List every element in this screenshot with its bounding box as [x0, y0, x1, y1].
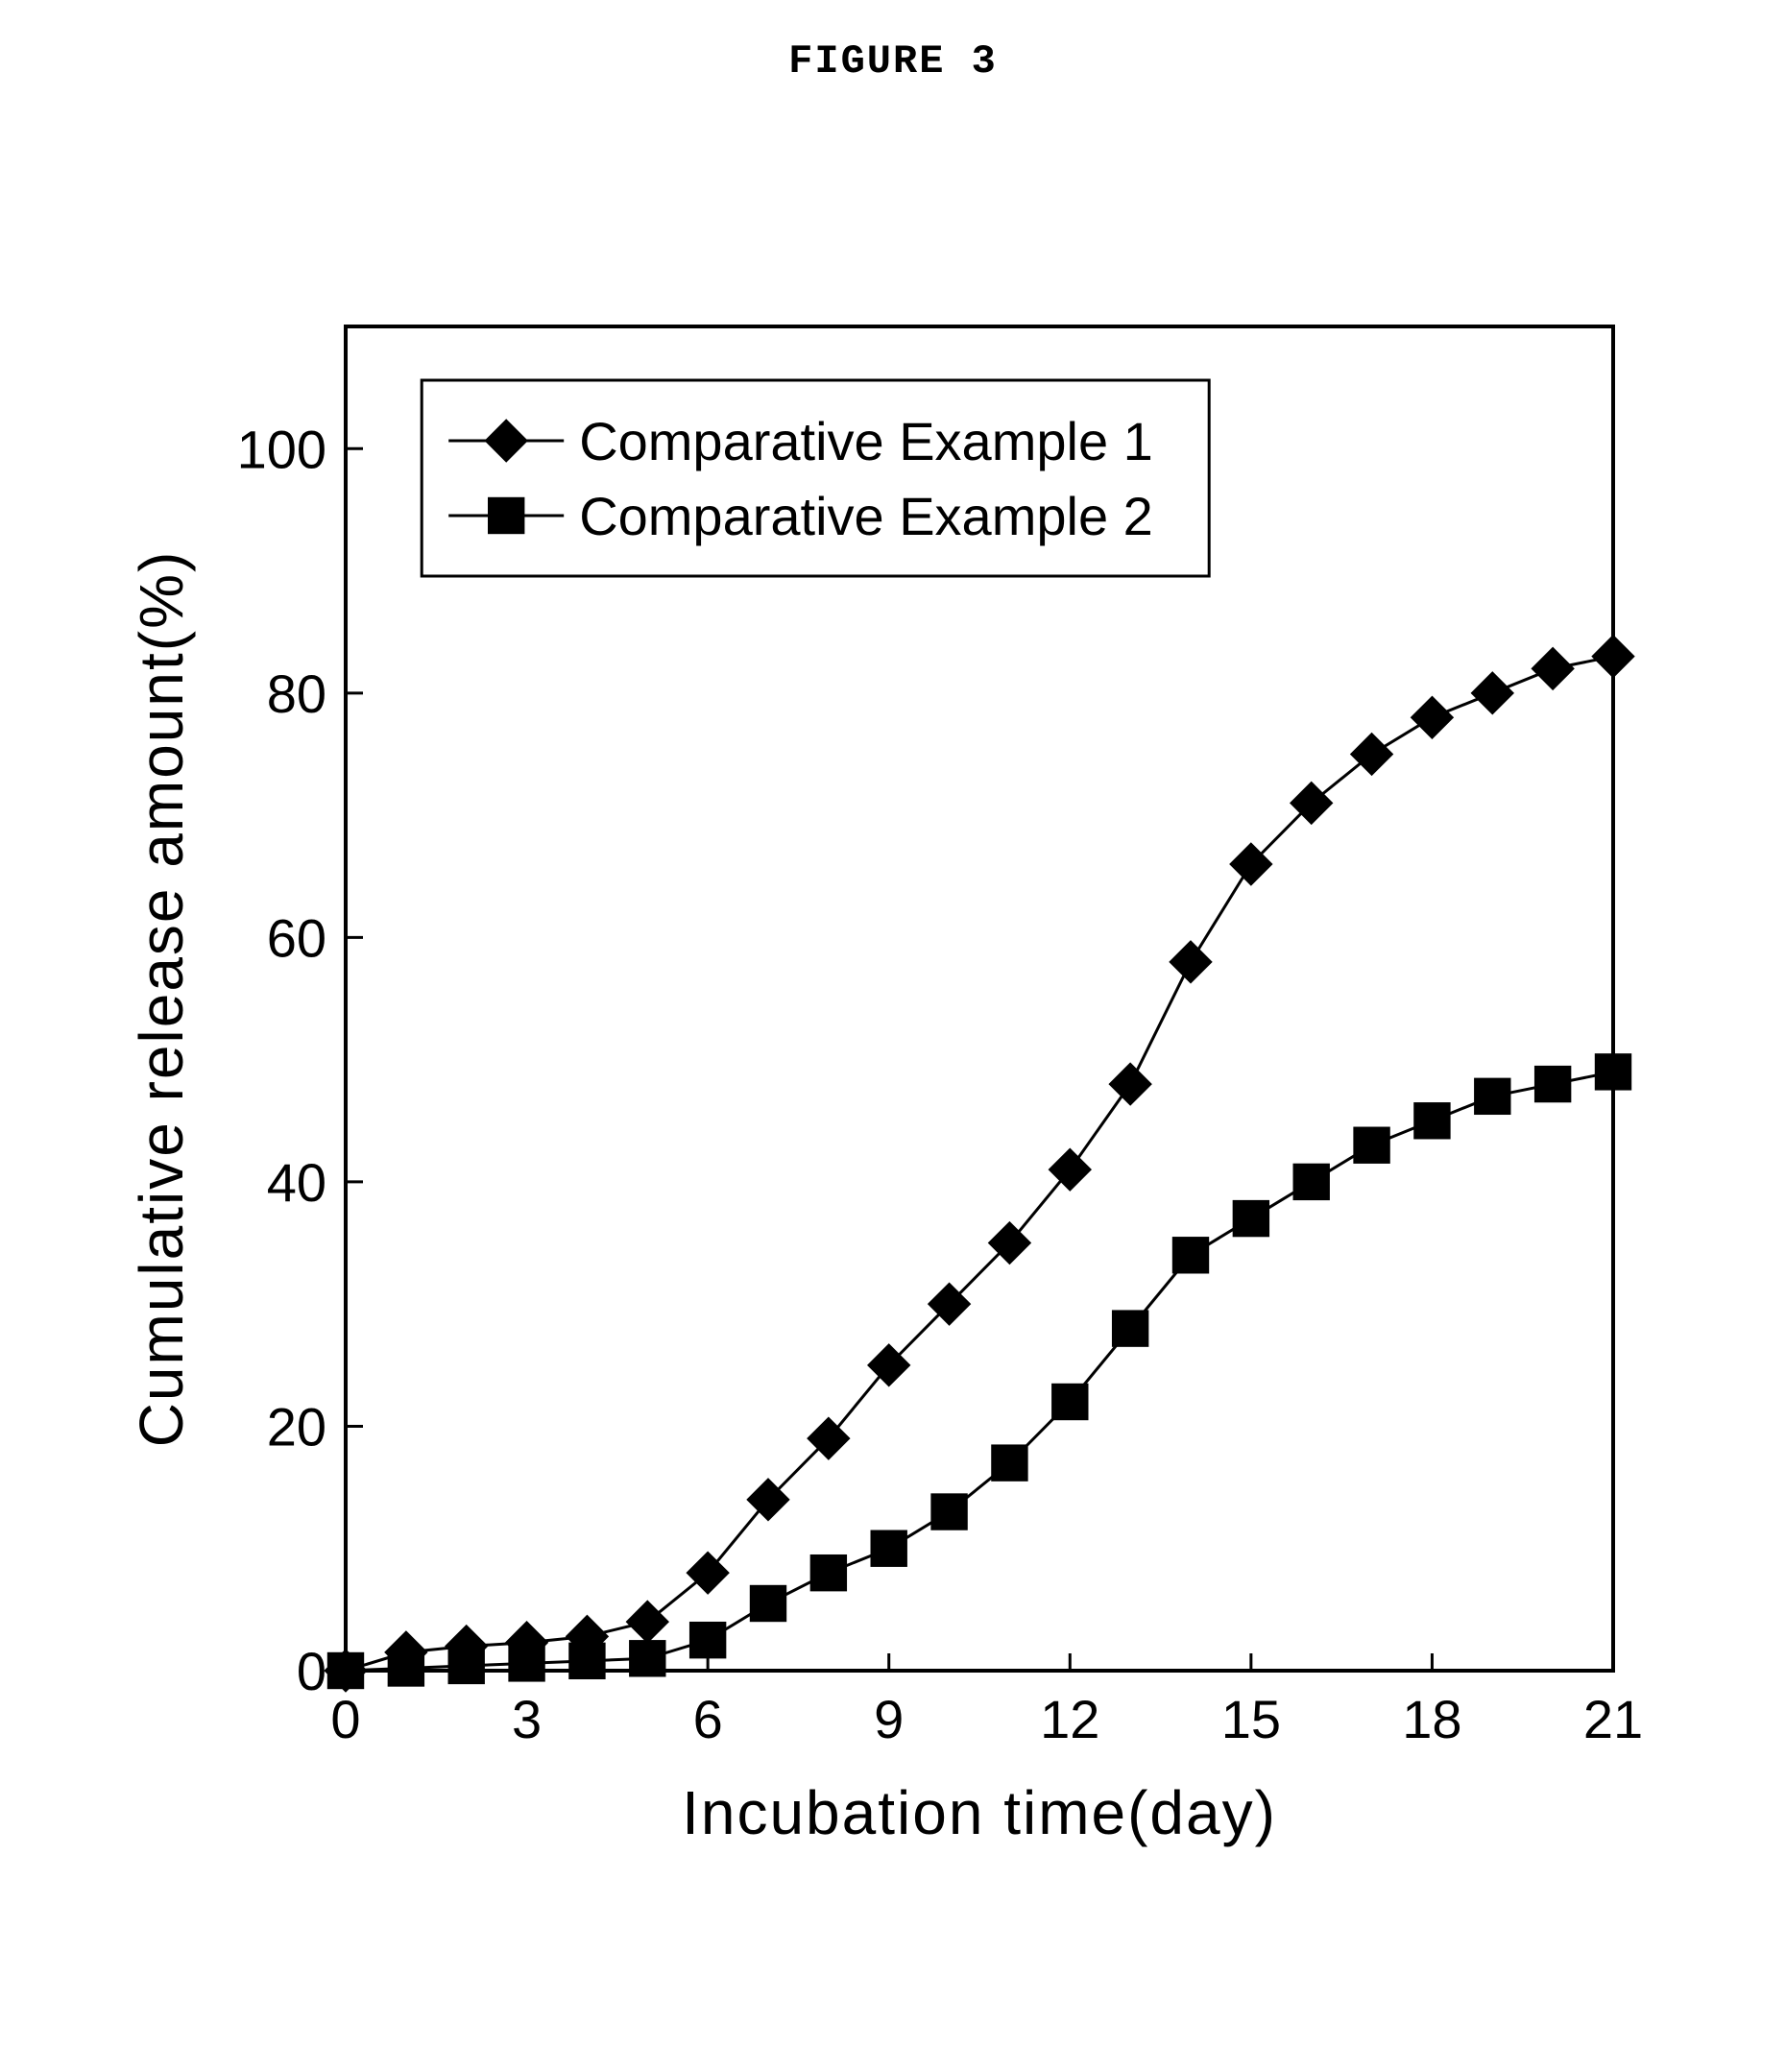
x-tick-label: 18: [1402, 1689, 1461, 1749]
square-marker: [1233, 1200, 1268, 1236]
release-chart: 0 3 6 9 12 15 18 21 0 20 40 60 80 100 Incubation time(…: [115, 269, 1671, 1920]
x-tick-label: 15: [1221, 1689, 1281, 1749]
x-axis-label: Incubation time(day): [682, 1778, 1277, 1847]
square-marker: [509, 1646, 544, 1681]
page: FIGURE 3 0 3 6 9 12 15 18 21 0 20 40 60 80 100 Incubat…: [0, 0, 1786, 2072]
x-tick-label: 21: [1583, 1689, 1643, 1749]
y-tick-label: 0: [297, 1641, 326, 1701]
square-marker: [1475, 1078, 1510, 1114]
square-marker: [1172, 1238, 1208, 1273]
legend-box: [422, 380, 1209, 576]
square-marker: [1354, 1127, 1389, 1163]
y-tick-label: 80: [267, 663, 326, 724]
square-marker: [1534, 1066, 1570, 1101]
square-marker: [810, 1554, 846, 1590]
x-tick-label: 6: [693, 1689, 723, 1749]
legend-label: Comparative Example 2: [579, 486, 1153, 546]
y-tick-label: 20: [267, 1396, 326, 1457]
y-tick-label: 40: [267, 1152, 326, 1213]
legend-label: Comparative Example 1: [579, 411, 1153, 471]
y-tick-label: 100: [237, 419, 326, 479]
square-marker: [630, 1641, 665, 1676]
x-tick-label: 0: [330, 1689, 360, 1749]
square-marker: [1112, 1311, 1147, 1346]
square-marker: [388, 1650, 423, 1686]
figure-title: FIGURE 3: [0, 38, 1786, 84]
square-marker: [1052, 1384, 1088, 1419]
square-marker: [931, 1494, 967, 1530]
legend: Comparative Example 1 Comparative Example…: [422, 380, 1209, 576]
chart-container: 0 3 6 9 12 15 18 21 0 20 40 60 80 100 Incubation time(…: [115, 269, 1671, 1920]
square-marker: [750, 1585, 785, 1621]
square-marker: [489, 497, 524, 533]
x-tick-label: 3: [512, 1689, 542, 1749]
square-marker: [689, 1622, 725, 1657]
square-marker: [1595, 1054, 1630, 1090]
square-marker: [569, 1643, 605, 1678]
x-tick-label: 9: [874, 1689, 904, 1749]
square-marker: [327, 1652, 363, 1688]
y-tick-label: 60: [267, 907, 326, 968]
square-marker: [871, 1530, 906, 1566]
y-axis-label: Cumulative release amount(%): [127, 550, 196, 1448]
square-marker: [992, 1445, 1027, 1481]
x-tick-label: 12: [1040, 1689, 1099, 1749]
square-marker: [1293, 1164, 1329, 1199]
square-marker: [448, 1648, 484, 1683]
square-marker: [1414, 1103, 1450, 1139]
